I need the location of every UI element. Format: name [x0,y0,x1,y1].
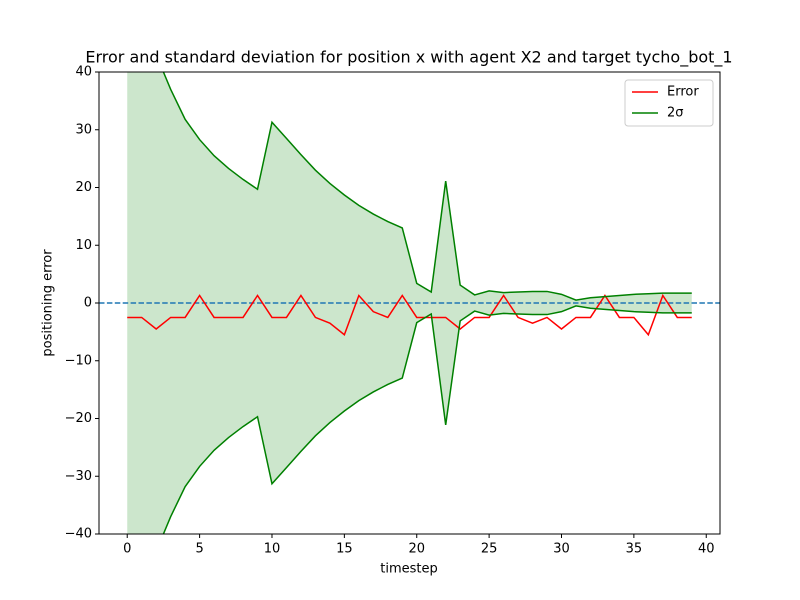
x-tick-label: 35 [626,542,643,557]
legend-label: 2σ [667,106,684,121]
x-axis-label: timestep [380,562,438,577]
y-tick-label: 30 [75,122,92,137]
chart-title: Error and standard deviation for positio… [85,48,732,68]
x-tick-label: 30 [553,542,570,557]
x-tick-label: 25 [481,542,498,557]
y-tick-label: 10 [75,238,92,253]
x-tick-label: 15 [336,542,353,557]
y-tick-label: −20 [65,411,92,426]
x-tick-label: 10 [264,542,281,557]
x-tick-label: 40 [698,542,715,557]
y-tick-label: 40 [75,65,92,80]
y-axis-label: positioning error [41,249,56,357]
y-tick-label: −10 [65,353,92,368]
series-line [162,72,692,301]
y-tick-label: 0 [84,296,92,311]
x-tick-label: 20 [408,542,425,557]
y-tick-label: 20 [75,180,92,195]
series-line-lower [162,305,692,534]
series-line [127,293,692,337]
legend-label: Error [667,85,699,100]
y-tick-label: −40 [65,527,92,542]
y-tick-label: −30 [65,469,92,484]
x-tick-label: 5 [195,542,203,557]
x-tick-label: 0 [123,542,131,557]
plot-area [99,72,720,534]
